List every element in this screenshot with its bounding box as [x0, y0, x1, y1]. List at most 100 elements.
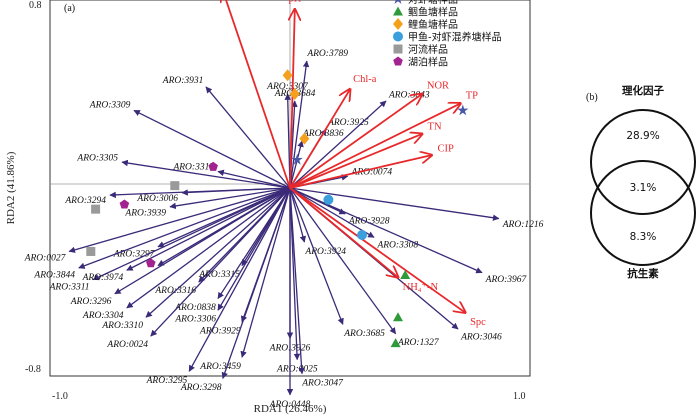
arg-label-aro-3047: ARO:3047: [301, 379, 344, 389]
arg-label-aro-3006: ARO:3006: [136, 194, 178, 204]
arg-arrow-aro-3297b: [157, 187, 291, 267]
arg-label-aro-3317: ARO:3317: [172, 163, 215, 173]
env-arrow-cip: [289, 155, 432, 189]
legend-label-diamond: 鲤鱼塘样品: [408, 18, 458, 31]
arg-label-aro-3974: ARO:3974: [82, 273, 124, 283]
sample-point-square-12: [86, 246, 96, 256]
arg-arrow-aro-0838: [217, 187, 291, 299]
sample-points: [86, 69, 469, 348]
env-arrow-spc: [289, 187, 465, 313]
arg-label-aro-0074: ARO:0074: [351, 167, 393, 177]
venn-set-bottom-label: 抗生素: [627, 267, 659, 280]
sample-point-star-1: [291, 153, 303, 165]
arg-label-aro-0838: ARO:0838: [174, 303, 216, 313]
panel-b-label: (b): [586, 92, 598, 103]
env-arrow-tn: [289, 134, 422, 189]
y-tick-bottom: -0.8: [25, 364, 41, 375]
arg-vectors: ARO:3789ARO:3307ARO:3684ARO:3931ARO:3309…: [24, 49, 544, 410]
arg-label-aro-3924: ARO:3924: [304, 247, 346, 257]
arg-arrow-aro-1327: [289, 187, 397, 335]
arg-arrow-aro-3931: [205, 86, 291, 189]
arg-arrow-aro-3298: [221, 187, 291, 379]
arg-label-aro-3295: ARO:3295: [146, 376, 188, 386]
sample-point-diamond-7: [299, 132, 310, 145]
arg-label-aro-3925: ARO:3925: [327, 118, 369, 128]
arg-label-aro-0025: ARO:0025: [276, 365, 318, 375]
venn-diagram: (b) 理化因子 28.9% 3.1% 8.3% 抗生素: [586, 84, 696, 280]
arg-label-aro-3043: ARO:3043: [388, 90, 430, 100]
arg-arrow-aro-3924: [289, 187, 307, 243]
env-arrow-chl-a: [289, 89, 350, 189]
arg-arrow-aro-3047: [289, 187, 305, 375]
sample-point-pentagon-15: [146, 258, 156, 268]
arg-arrow-aro-0027: [68, 187, 291, 253]
arg-arrow-aro-3304: [126, 187, 291, 309]
arg-arrow-aro-3308: [289, 187, 375, 238]
arg-arrow-aro-3974: [126, 187, 291, 271]
arg-label-aro-3310: ARO:3310: [101, 321, 143, 331]
env-label-cip: CIP: [437, 144, 454, 155]
legend-marker-triangle: [393, 6, 403, 16]
arg-label-aro-3931: ARO:3931: [162, 76, 204, 86]
arg-label-aro-3046: ARO:3046: [460, 333, 502, 343]
env-label-nor: NOR: [427, 81, 449, 92]
venn-set-top-label: 理化因子: [622, 84, 664, 97]
arg-label-aro-3844: ARO:3844: [33, 270, 75, 280]
sample-point-pentagon-14: [119, 199, 130, 209]
env-arrow-tp: [289, 103, 460, 189]
arg-arrow-aro-3317: [217, 169, 291, 189]
sample-point-square-10: [170, 181, 180, 191]
arg-arrow-aro-3836: [289, 140, 304, 189]
legend-label-circle: 甲鱼-对虾混养塘样品: [408, 31, 502, 44]
arg-arrow-aro-3844: [78, 187, 291, 269]
sample-point-triangle-3: [393, 312, 403, 322]
venn-only-bottom-value: 8.3%: [630, 231, 657, 243]
arg-label-aro-3929: ARO:3929: [199, 327, 241, 337]
arg-label-aro-3305: ARO:3305: [76, 154, 118, 164]
env-label-spc: Spc: [470, 317, 486, 328]
arg-label-aro-3298: ARO:3298: [180, 383, 222, 393]
env-label-nh-n: NH₄⁺-N: [403, 282, 439, 293]
arg-label-aro-3967: ARO:3967: [485, 275, 528, 285]
y-tick-top: 0.8: [29, 0, 42, 11]
arg-label-aro-3307: ARO:3307: [266, 82, 309, 92]
arg-label-aro-3294: ARO:3294: [64, 196, 106, 206]
env-arrow-od: [223, 0, 291, 189]
y-axis-label: RDA2 (41.86%): [5, 151, 17, 224]
sample-point-circle-9: [357, 230, 367, 240]
venn-circle-top: [590, 109, 696, 215]
arg-label-aro-3939: ARO:3939: [124, 208, 166, 218]
sample-point-star-0: [457, 104, 469, 116]
env-label-ph: pH: [289, 0, 302, 4]
arg-label-aro-3306: ARO:3306: [174, 315, 216, 325]
arg-label-aro-3459: ARO:3459: [199, 362, 241, 372]
x-tick-left: -1.0: [52, 391, 68, 402]
arg-arrow-aro-3685: [289, 187, 344, 325]
arg-label-aro-3311: ARO:3311: [49, 282, 90, 292]
legend-marker-diamond: [393, 18, 403, 30]
arg-label-aro-3297: ARO:3297: [113, 249, 156, 259]
x-tick-right: 1.0: [513, 391, 526, 402]
arg-label-aro-1216: ARO:1216: [502, 220, 544, 230]
legend-marker-circle: [393, 31, 403, 42]
legend-label-square: 河流样品: [408, 43, 448, 56]
env-label-tn: TN: [428, 122, 442, 133]
sample-point-pentagon-13: [208, 161, 218, 171]
arg-label-aro-3309: ARO:3309: [89, 101, 131, 111]
arg-label-aro-3315: ARO:3315: [198, 270, 240, 280]
sample-point-square-11: [91, 204, 101, 214]
arg-label-aro-3308: ARO:3308: [376, 240, 418, 250]
arg-label-aro-3296: ARO:3296: [70, 297, 112, 307]
arg-arrow-aro-3305: [121, 159, 291, 189]
arg-label-aro-3316: ARO:3316: [154, 286, 196, 296]
sample-point-triangle-4: [390, 338, 401, 348]
arg-arrow-aro-3311: [92, 187, 291, 281]
env-label-chl-a: Chl-a: [353, 74, 377, 85]
sample-point-circle-8: [323, 194, 334, 205]
legend-label-pentagon: 湖泊样品: [408, 56, 448, 69]
arg-arrow-aro-1216: [289, 187, 500, 221]
arg-arrow-aro-3310: [145, 187, 291, 318]
